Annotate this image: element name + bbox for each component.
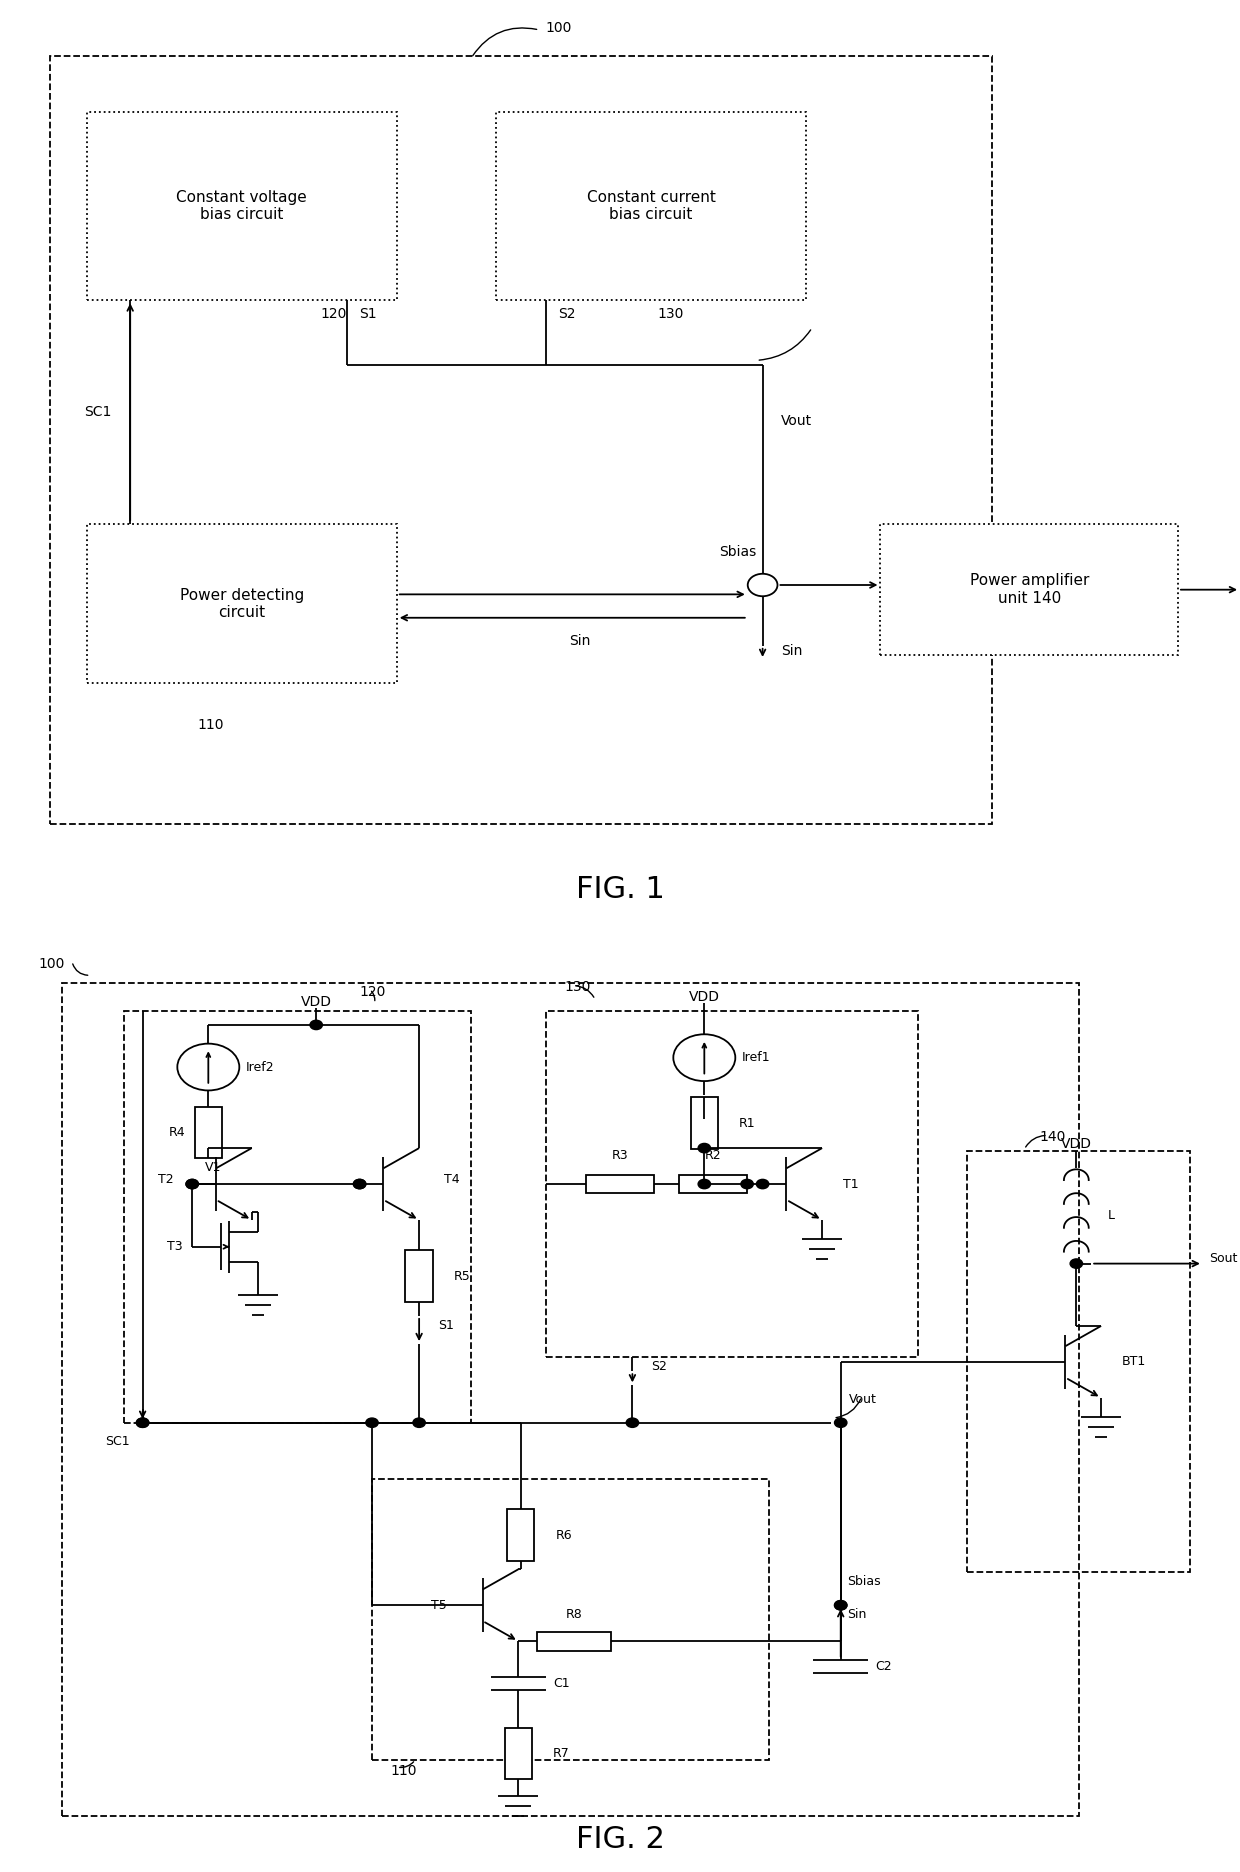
Text: S1: S1 [438, 1318, 454, 1331]
Bar [195, 1106, 222, 1159]
Text: Constant current
bias circuit: Constant current bias circuit [587, 189, 715, 223]
Text: T4: T4 [444, 1174, 460, 1185]
Text: FIG. 2: FIG. 2 [575, 1825, 665, 1853]
Bar [87, 112, 397, 300]
Text: Vout: Vout [849, 1393, 877, 1406]
Text: 110: 110 [391, 1763, 417, 1778]
Text: Iref2: Iref2 [246, 1061, 274, 1073]
Text: 140: 140 [1039, 1131, 1065, 1144]
Bar [496, 112, 806, 300]
Bar [372, 1479, 769, 1760]
Bar [880, 524, 1178, 655]
Circle shape [835, 1601, 847, 1610]
Text: Sin: Sin [847, 1608, 867, 1621]
Text: R5: R5 [454, 1269, 471, 1282]
Circle shape [740, 1179, 754, 1189]
Bar [546, 1011, 918, 1357]
Text: 120: 120 [321, 307, 347, 320]
Text: R7: R7 [553, 1747, 570, 1760]
Bar [405, 1250, 433, 1301]
Text: Iref1: Iref1 [742, 1052, 770, 1063]
Circle shape [310, 1020, 322, 1030]
Bar [967, 1151, 1190, 1572]
Bar [507, 1509, 534, 1561]
Circle shape [136, 1419, 149, 1426]
Text: V1: V1 [205, 1161, 221, 1174]
Text: Sin: Sin [569, 635, 590, 648]
Bar [505, 1728, 532, 1778]
Text: R4: R4 [169, 1127, 186, 1138]
Circle shape [413, 1419, 425, 1426]
Text: Sbias: Sbias [847, 1576, 880, 1587]
Text: 100: 100 [546, 21, 572, 36]
Text: BT1: BT1 [1122, 1355, 1147, 1368]
Text: VDD: VDD [300, 994, 332, 1009]
Text: SC1: SC1 [84, 404, 112, 419]
Text: R1: R1 [739, 1118, 755, 1129]
Bar [62, 983, 1079, 1816]
Text: 130: 130 [657, 307, 683, 320]
Bar [585, 1176, 655, 1194]
Circle shape [366, 1419, 378, 1426]
Text: Sbias: Sbias [719, 545, 756, 560]
Circle shape [835, 1601, 847, 1610]
Circle shape [186, 1179, 198, 1189]
Text: Power detecting
circuit: Power detecting circuit [180, 588, 304, 620]
Text: S2: S2 [651, 1361, 667, 1372]
Text: T3: T3 [166, 1241, 182, 1252]
Circle shape [698, 1179, 711, 1189]
Text: FIG. 1: FIG. 1 [575, 874, 665, 904]
Text: S1: S1 [360, 307, 377, 320]
Circle shape [756, 1179, 769, 1189]
Text: S2: S2 [558, 307, 575, 320]
Text: Sout: Sout [1209, 1252, 1238, 1265]
Text: Vout: Vout [781, 414, 812, 429]
Text: SC1: SC1 [105, 1436, 130, 1447]
Circle shape [835, 1419, 847, 1426]
Text: C2: C2 [875, 1660, 892, 1672]
Text: 130: 130 [564, 981, 590, 994]
Text: 100: 100 [38, 957, 64, 972]
Circle shape [353, 1179, 366, 1189]
Text: Constant voltage
bias circuit: Constant voltage bias circuit [176, 189, 308, 223]
Text: L: L [1107, 1209, 1115, 1222]
Bar [691, 1097, 718, 1149]
Text: VDD: VDD [689, 990, 719, 1003]
Text: T1: T1 [843, 1177, 859, 1191]
Text: R8: R8 [565, 1608, 583, 1621]
Text: Power amplifier
unit 140: Power amplifier unit 140 [970, 573, 1089, 607]
Circle shape [136, 1419, 149, 1426]
Text: R6: R6 [556, 1529, 572, 1541]
Circle shape [186, 1179, 198, 1189]
Text: 120: 120 [360, 985, 386, 1000]
Circle shape [626, 1419, 639, 1426]
Text: 110: 110 [197, 719, 224, 732]
Bar [50, 56, 992, 824]
Text: Sin: Sin [781, 644, 802, 657]
Circle shape [353, 1179, 366, 1189]
Circle shape [698, 1144, 711, 1153]
Text: R2: R2 [704, 1149, 722, 1163]
Text: T2: T2 [157, 1174, 174, 1185]
Bar [87, 524, 397, 683]
Circle shape [1070, 1258, 1083, 1269]
Text: VDD: VDD [1060, 1136, 1091, 1151]
Bar [124, 1011, 471, 1423]
Bar [680, 1176, 746, 1194]
Text: T5: T5 [430, 1599, 446, 1612]
Text: R3: R3 [611, 1149, 629, 1163]
Bar [537, 1632, 611, 1651]
Text: C1: C1 [553, 1677, 569, 1690]
